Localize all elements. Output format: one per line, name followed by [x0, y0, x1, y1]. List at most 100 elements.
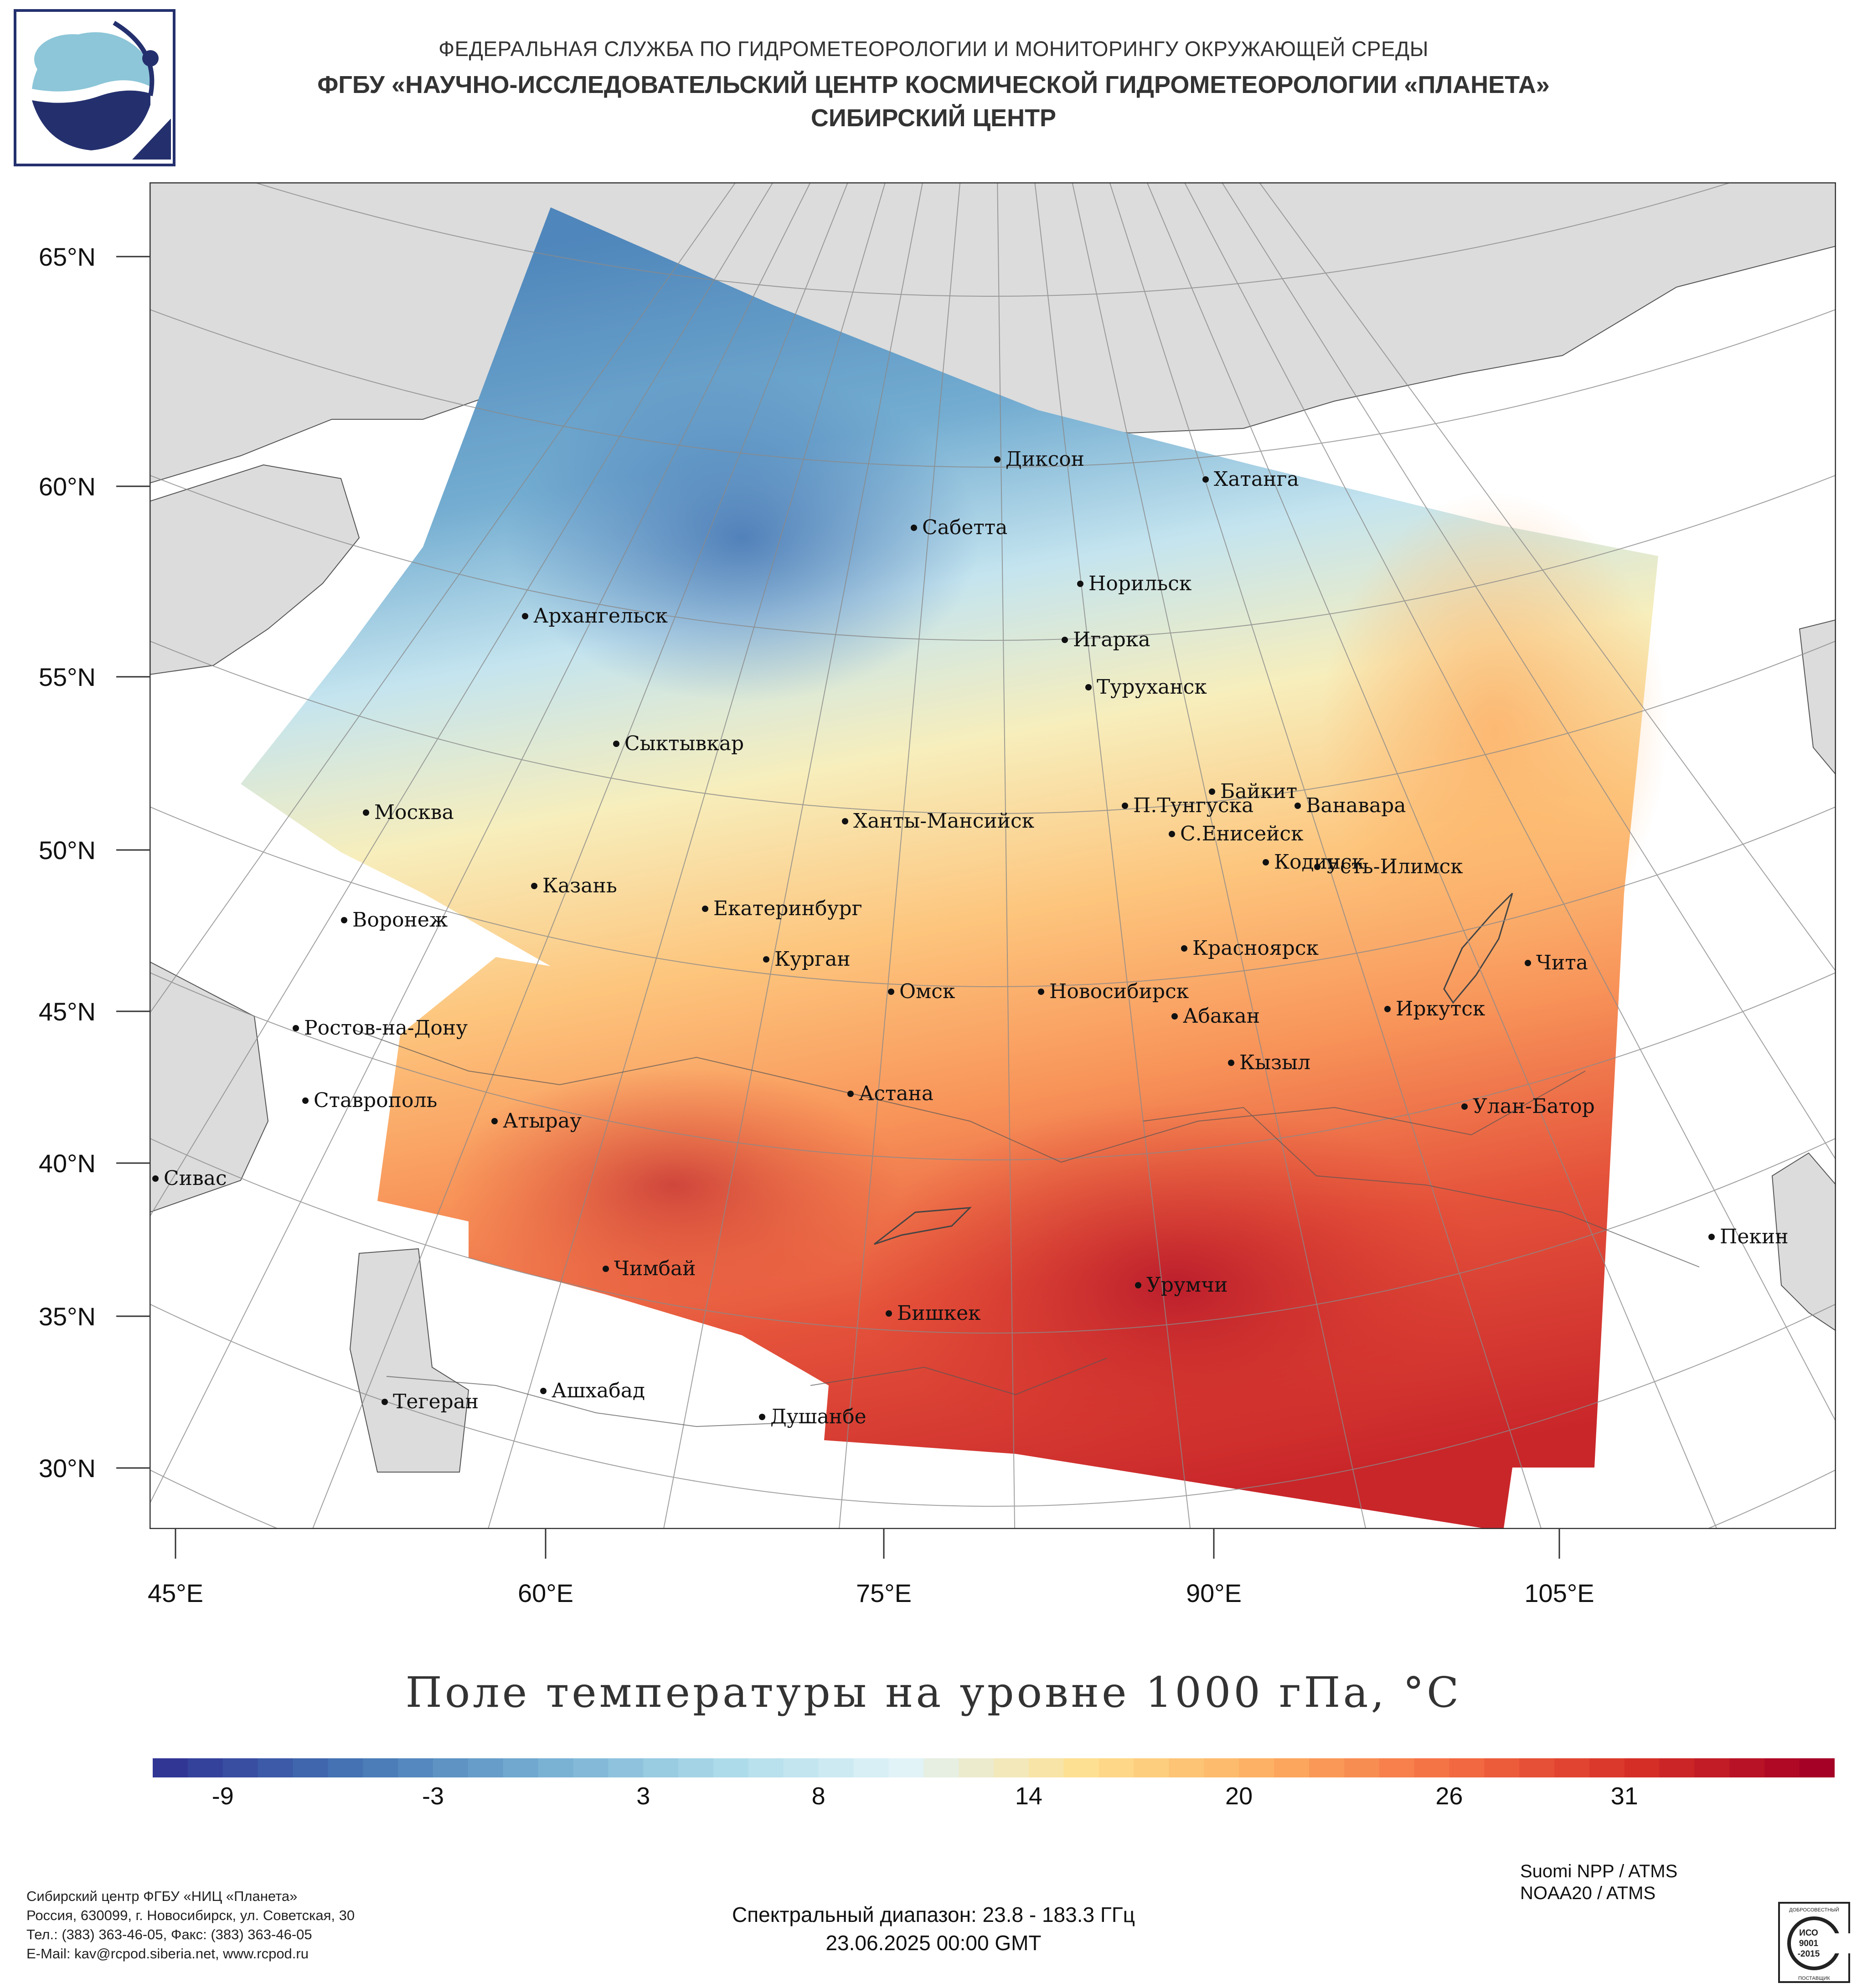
city-marker: Кодинск: [1263, 850, 1364, 874]
city-marker: Архангельск: [522, 604, 668, 628]
iso-l1: ИСО: [1799, 1928, 1818, 1938]
lake-balkhash: [874, 1207, 972, 1245]
colorbar-segment: [1624, 1758, 1660, 1777]
city-label: Новосибирск: [1049, 980, 1189, 1003]
hot-core-aral: [446, 1066, 902, 1303]
city-marker: Ростов-на-Дону: [293, 1016, 468, 1040]
city-label: Ставрополь: [314, 1089, 437, 1112]
city-marker: Астана: [847, 1082, 934, 1105]
iso-l2: 9001: [1799, 1939, 1819, 1948]
city-label: Душанбе: [770, 1405, 866, 1428]
city-dot: [1181, 945, 1187, 952]
map-frame: [150, 182, 1836, 1529]
city-label: Ашхабад: [552, 1379, 645, 1402]
city-dot: [1062, 637, 1068, 643]
colorbar-segment: [643, 1758, 679, 1777]
colorbar-segment: [503, 1758, 539, 1777]
city-label: Кызыл: [1239, 1051, 1310, 1074]
city-dot: [1077, 581, 1083, 587]
city-label: Атырау: [503, 1109, 582, 1133]
colorbar-segment: [258, 1758, 294, 1777]
city-marker: Ашхабад: [540, 1379, 645, 1402]
iso-certification-badge: ДОБРОСОВЕСТНЫЙ ИСО 9001 -2015 ПОСТАВЩИК: [1778, 1902, 1851, 1983]
colorbar-label: 8: [811, 1782, 825, 1810]
colorbar-segment: [1764, 1758, 1800, 1777]
colorbar-segment: [187, 1758, 223, 1777]
city-dot: [888, 989, 894, 995]
planeta-logo: [14, 9, 175, 166]
iso-l3: -2015: [1798, 1949, 1820, 1959]
city-marker: Иркутск: [1384, 997, 1485, 1020]
lon-label: 90°E: [1186, 1579, 1242, 1607]
colorbar-label: 26: [1435, 1782, 1463, 1810]
city-label: Красноярск: [1192, 937, 1319, 960]
city-dot: [911, 525, 917, 531]
footer-info: Спектральный диапазон: 23.8 - 183.3 ГГц …: [0, 1900, 1867, 1957]
city-marker: С.Енисейск: [1169, 822, 1304, 845]
city-dot: [1085, 684, 1092, 690]
colorbar-segment: [678, 1758, 714, 1777]
lake-baikal: [1443, 892, 1513, 1004]
colorbar-segment: [1659, 1758, 1695, 1777]
city-dot: [1525, 960, 1531, 966]
city-marker: Чимбай: [603, 1257, 696, 1280]
temperature-map: Диксон Хатанга Сабетта Норильск Архангельск И…: [150, 182, 1836, 1529]
colorbar-segment: [1519, 1758, 1555, 1777]
city-label: Ханты-Мансийск: [853, 809, 1034, 833]
city-marker: Пекин: [1708, 1225, 1789, 1248]
city-dot: [886, 1310, 892, 1317]
colorbar-segment: [398, 1758, 434, 1777]
city-marker: Диксон: [994, 448, 1084, 471]
city-marker: Абакан: [1171, 1004, 1260, 1028]
city-label: Ростов-на-Дону: [304, 1016, 468, 1040]
lat-label: 40°N: [39, 1149, 96, 1178]
city-label: Хатанга: [1214, 468, 1299, 491]
colorbar-segment: [1554, 1758, 1590, 1777]
lat-label: 55°N: [39, 663, 96, 691]
city-dot: [1122, 803, 1128, 809]
colorbar-segment: [222, 1758, 258, 1777]
city-dot: [847, 1091, 854, 1097]
city-marker: Тегеран: [382, 1390, 479, 1413]
colorbar: [153, 1758, 1835, 1777]
colorbar-segment: [853, 1758, 889, 1777]
city-dot: [540, 1388, 547, 1394]
city-dot: [341, 917, 347, 923]
colorbar-segment: [1344, 1758, 1380, 1777]
lon-label: 75°E: [856, 1579, 912, 1607]
lat-label: 60°N: [39, 472, 96, 501]
colorbar-label: 20: [1225, 1782, 1253, 1810]
city-dot: [759, 1414, 765, 1420]
city-label: Норильск: [1088, 572, 1191, 595]
city-dot: [1169, 831, 1175, 837]
city-dot: [293, 1025, 299, 1031]
city-label: Курган: [774, 948, 851, 971]
city-layer: Диксон Хатанга Сабетта Норильск Архангельск И…: [152, 448, 1789, 1428]
city-label: Архангельск: [533, 604, 668, 628]
colorbar-segment: [328, 1758, 364, 1777]
city-label: С.Енисейск: [1180, 822, 1304, 845]
city-label: Чита: [1536, 951, 1588, 974]
city-marker: Бишкек: [886, 1302, 981, 1325]
city-label: Иркутск: [1396, 997, 1485, 1020]
colorbar-segment: [363, 1758, 399, 1777]
header-center: СИБИРСКИЙ ЦЕНТР: [810, 104, 1057, 132]
city-dot: [994, 456, 1001, 463]
city-dot: [1171, 1013, 1178, 1020]
footer-address: Россия, 630099, г. Новосибирск, ул. Сове…: [26, 1907, 355, 1923]
city-label: Диксон: [1006, 448, 1084, 471]
city-label: Бишкек: [897, 1302, 981, 1325]
city-marker: Екатеринбург: [702, 897, 862, 920]
colorbar-segment: [1379, 1758, 1415, 1777]
satellite-1: Suomi NPP / ATMS: [1520, 1861, 1678, 1881]
colorbar-label: -9: [211, 1782, 234, 1810]
city-label: Тегеран: [393, 1390, 479, 1413]
colorbar-label: 31: [1610, 1782, 1638, 1810]
city-label: Кодинск: [1274, 850, 1364, 874]
colorbar-label: 14: [1015, 1782, 1042, 1810]
lat-label: 45°N: [39, 997, 96, 1026]
city-label: Омск: [899, 980, 955, 1003]
land-yellow-sea: [1771, 1152, 1836, 1332]
cold-core: [505, 374, 979, 702]
colorbar-label: 3: [636, 1782, 650, 1810]
